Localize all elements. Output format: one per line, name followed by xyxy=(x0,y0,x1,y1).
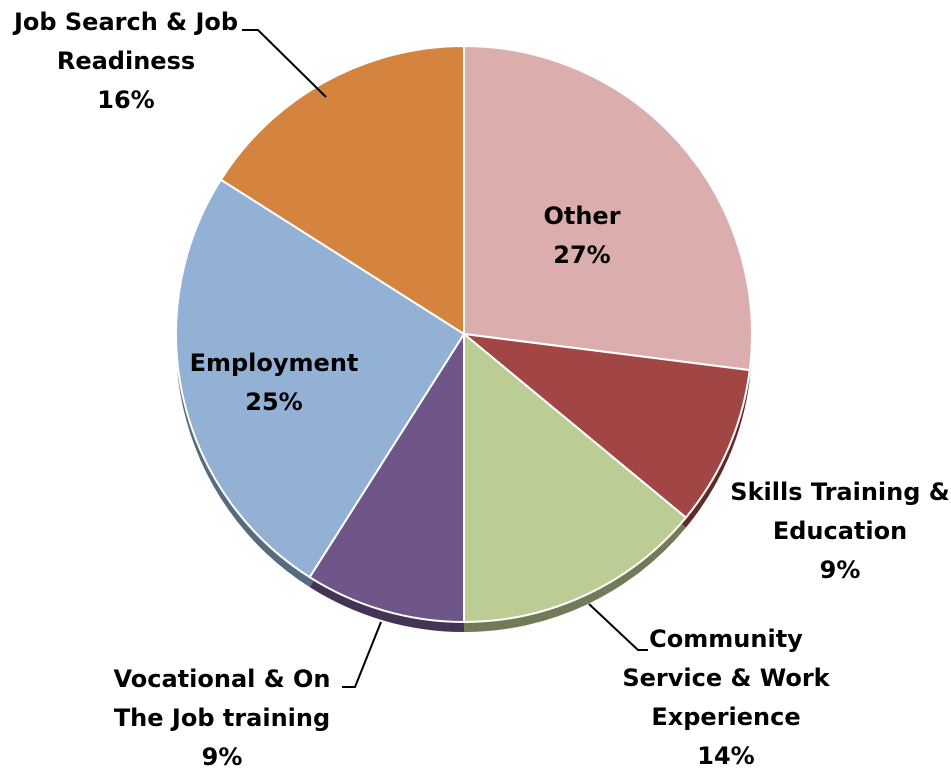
pie-slice xyxy=(219,44,465,336)
slice-label: Community Service & Work Experience 14% xyxy=(622,625,830,770)
slice-name-label: Job Search & Job xyxy=(12,8,238,36)
leader-lines xyxy=(242,29,648,688)
slice-name-label: The Job training xyxy=(114,704,330,732)
pie-slice xyxy=(463,44,753,372)
leader-line xyxy=(342,621,382,688)
slice-percent-label: 9% xyxy=(202,743,243,771)
pie-slice xyxy=(175,178,466,579)
slice-label: Skills Training & Education 9% xyxy=(730,478,949,584)
slice-label: Job Search & Job Readiness 16% xyxy=(12,8,238,114)
slice-percent-label: 14% xyxy=(697,742,754,770)
slice-percent-label: 27% xyxy=(553,241,610,269)
slice-name-label: Other xyxy=(543,202,620,230)
slice-name-label: Skills Training & xyxy=(730,478,949,506)
pie-slice xyxy=(463,331,688,624)
slice-label: Vocational & On The Job training 9% xyxy=(114,665,331,771)
leader-line xyxy=(242,29,327,98)
slice-name-label: Education xyxy=(773,517,907,545)
slice-name-label: Readiness xyxy=(57,47,195,75)
leader-line xyxy=(588,603,648,651)
pie-slice xyxy=(308,330,465,624)
slice-name-label: Vocational & On xyxy=(114,665,331,693)
slice-label: Employment 25% xyxy=(190,349,359,416)
pie-slices xyxy=(175,44,753,624)
slice-percent-label: 16% xyxy=(97,86,154,114)
slice-label: Other 27% xyxy=(543,202,620,269)
slice-name-label: Service & Work xyxy=(622,664,830,692)
slice-percent-label: 25% xyxy=(245,388,302,416)
pie-slice xyxy=(460,332,751,519)
slice-name-label: Community xyxy=(649,625,803,653)
slice-name-label: Employment xyxy=(190,349,359,377)
slice-labels: Other 27% Skills Training & Education 9% Comm… xyxy=(12,8,950,771)
slice-name-label: Experience xyxy=(651,703,800,731)
slice-percent-label: 9% xyxy=(820,556,861,584)
